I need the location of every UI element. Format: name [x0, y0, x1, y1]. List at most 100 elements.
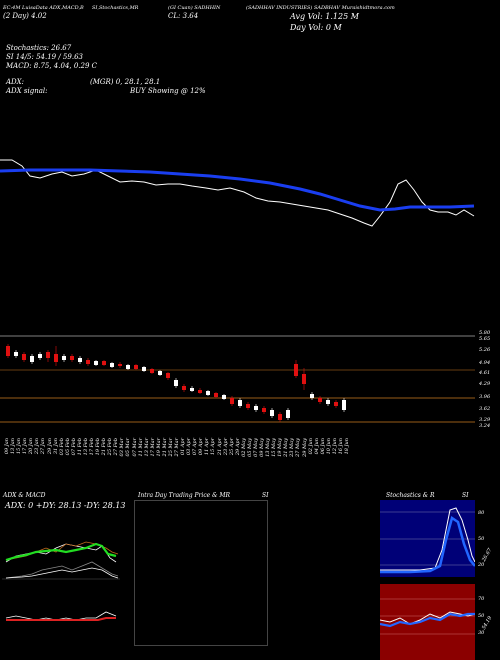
price-tick: 5.65 [479, 336, 491, 342]
si-readout: SI 14/5: 54.19 / 59.63 [6, 53, 83, 61]
date-label: 27 May [295, 438, 302, 457]
stoch-d-line [380, 515, 475, 574]
candle-body [110, 363, 114, 367]
intraday-panel [134, 500, 268, 646]
candle-body [214, 393, 218, 397]
candle-body [150, 369, 154, 373]
candle-body [334, 402, 338, 406]
macd-line [5, 561, 119, 579]
adx-signal-label: ADX signal: [6, 87, 48, 95]
date-label: 13 Mar [143, 438, 150, 457]
candle-body [190, 388, 194, 391]
adx-plus-line [5, 543, 117, 563]
candle-body [294, 364, 298, 376]
candle-body [326, 400, 330, 404]
candle-body [102, 361, 106, 365]
date-label: 10 Jun [325, 438, 332, 455]
date-label: 21 Apr [216, 438, 223, 456]
candle-body [62, 356, 66, 360]
candle-body [310, 394, 314, 398]
adx-line [5, 542, 117, 562]
date-label: 15 Apr [210, 438, 217, 456]
candle-body [38, 354, 42, 358]
stochastics-panel-title-right: SI [462, 492, 469, 499]
stoch-axis-tick: 50 [478, 536, 485, 542]
header-site: Muraishidtmora.com [341, 5, 395, 11]
stoch-value-label: 26.67 [480, 547, 494, 563]
macd-signal-line [5, 567, 119, 579]
header-company-name: (SADHHAV INDUSTRIES) SADBHAV [246, 5, 341, 11]
price-tick: 4.61 [479, 370, 491, 376]
header-period-label: (2 Day) [3, 12, 29, 20]
date-label: 05 Feb [64, 438, 71, 456]
header-close-value: 3.64 [182, 12, 199, 20]
adx-macd-panel-title: ADX & MACD [3, 492, 46, 499]
date-label: 11 Mar [137, 438, 144, 457]
candle-body [166, 373, 170, 378]
price-tick: 3.96 [479, 394, 491, 400]
candle-body [46, 352, 50, 358]
candle-body [6, 346, 10, 356]
header-close: CL: 3.64 [168, 12, 198, 20]
si-axis-tick: 50 [478, 613, 485, 619]
candle-body [94, 361, 98, 365]
candle-body [198, 390, 202, 393]
price-tick: 3.62 [479, 406, 491, 412]
date-label: 18 Jun [344, 438, 350, 455]
price-tick: 3.29 [479, 417, 491, 423]
candle-body [342, 400, 346, 410]
candles-group [6, 344, 346, 422]
header-company: (SADHHAV INDUSTRIES) SADBHAV Muraishidtm… [246, 5, 395, 11]
date-label: 03 Feb [58, 438, 65, 456]
price-tick: 4.29 [479, 381, 491, 387]
header-indicators-label: SI,Stochastics,MR [92, 5, 139, 11]
stoch-axis-tick: 20 [478, 562, 485, 568]
adx-macd-panel: ADX: 0 +DY: 28.13 -DY: 28.13 [2, 500, 125, 660]
header-avg-vol: Avg Vol: 1.125 M [290, 12, 359, 21]
candle-body [246, 404, 250, 408]
candle-body [254, 406, 258, 410]
date-label: 07 Feb [70, 438, 77, 456]
candle-body [78, 358, 82, 362]
macd-readout: MACD: 8.75, 4.04, 0.29 C [6, 62, 98, 70]
candle-body [14, 352, 18, 356]
date-label: 06 Jun [319, 438, 326, 455]
si-axis-tick: 30 [478, 630, 485, 636]
candle-body [70, 356, 74, 360]
price-tick: 5.26 [479, 347, 491, 353]
header-symbol: (GI Cuan) SADHHIN [168, 5, 221, 11]
candle-body [118, 364, 122, 366]
header-day-vol: Day Vol: 0 M [290, 23, 342, 32]
stoch-axis-tick: 80 [478, 510, 485, 516]
mgr-readout: (MGR) 0, 28.1, 28.1 [90, 78, 161, 86]
date-label: 02 May [240, 438, 247, 457]
stochastics-panel-title: Stochastics & R [386, 492, 435, 499]
si-axis-tick: 70 [478, 596, 485, 602]
date-label: 04 Jun [313, 438, 320, 455]
price-tick: 5.80 [479, 330, 491, 336]
stoch-k-line [380, 507, 475, 571]
intraday-panel-title-right: SI [262, 492, 269, 499]
candle-body [206, 391, 210, 395]
candle-body [22, 354, 26, 360]
candle-body [158, 371, 162, 375]
stochastics-panel [380, 500, 475, 577]
price-tick: 3.24 [479, 423, 491, 429]
date-label: 19 Mar [155, 438, 162, 457]
date-label: 17 Mar [149, 438, 156, 457]
header-close-label: CL: [168, 12, 181, 20]
date-label: 23 Apr [222, 438, 229, 456]
si-signal-line [380, 612, 475, 628]
adx-readout: ADX: 0 +DY: 28.13 -DY: 28.13 [5, 501, 126, 510]
candle-body [318, 398, 322, 402]
main-chart [0, 159, 475, 227]
date-label: 31 Jan [52, 438, 59, 455]
si-panel [380, 584, 475, 660]
candle-body [278, 414, 282, 420]
moving-average-line [0, 168, 475, 212]
candle-body [126, 365, 130, 369]
date-label: 07 Mar [131, 438, 138, 457]
date-label: 02 Jun [307, 438, 314, 455]
candle-body [286, 410, 290, 418]
buy-signal-readout: BUY Showing @ 12% [130, 87, 206, 95]
